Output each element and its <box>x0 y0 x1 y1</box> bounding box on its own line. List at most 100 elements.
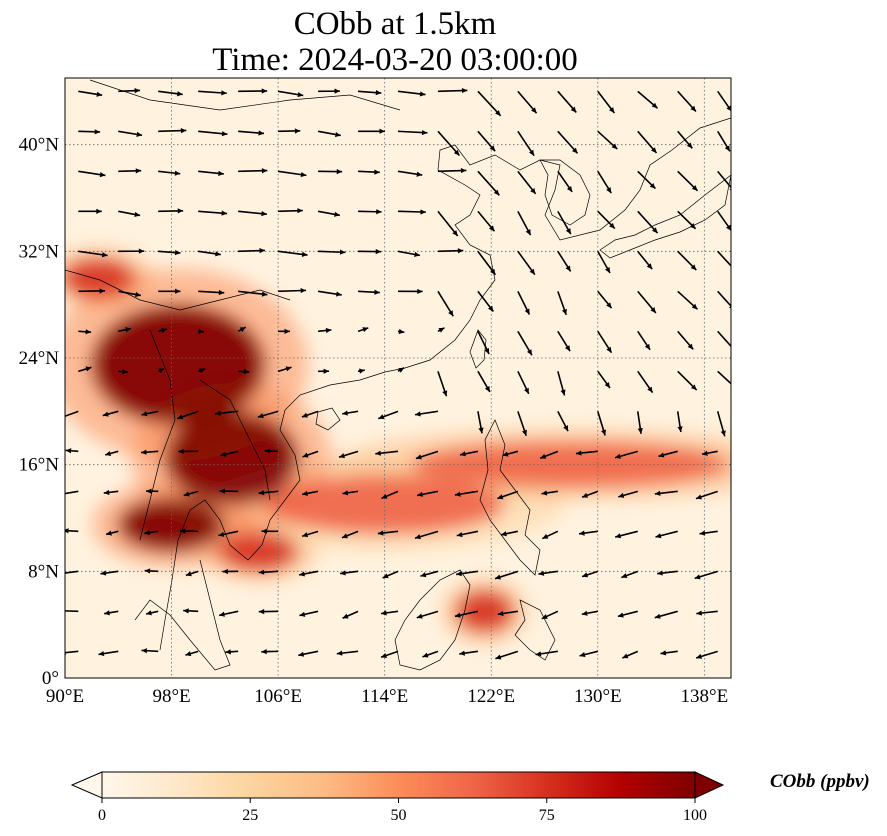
wind-arrow <box>301 530 319 538</box>
wind-arrow <box>179 528 199 534</box>
wind-arrow <box>557 291 568 316</box>
wind-arrow <box>338 450 359 459</box>
lat-tick-label: 16°N <box>19 455 60 476</box>
wind-arrow <box>677 210 697 230</box>
wind-arrow <box>517 90 538 114</box>
wind-arrow <box>375 450 399 456</box>
wind-arrow <box>497 490 519 500</box>
wind-arrow <box>477 370 491 393</box>
wind-arrow <box>699 530 718 536</box>
wind-arrow <box>377 530 399 536</box>
wind-arrow <box>238 210 267 217</box>
wind-arrow <box>517 411 527 437</box>
wind-arrow <box>118 369 128 375</box>
wind-arrow <box>357 368 365 374</box>
wind-arrow <box>258 609 279 615</box>
wind-arrow <box>98 650 119 657</box>
plume-3 <box>118 498 225 552</box>
wind-arrow <box>437 87 468 94</box>
wind-arrow <box>185 650 199 657</box>
wind-arrow <box>538 570 558 576</box>
wind-arrow <box>597 170 612 194</box>
wind-arrow <box>302 490 319 496</box>
wind-arrow <box>575 450 598 456</box>
wind-arrow <box>298 650 319 657</box>
wind-arrow <box>477 290 494 312</box>
lon-tick-label: 106°E <box>254 686 302 707</box>
wind-arrow <box>261 649 279 655</box>
lat-tick-label: 24°N <box>19 348 60 369</box>
wind-arrow <box>414 410 439 417</box>
wind-arrow <box>614 450 638 459</box>
colorbar-label: CObb (ppbv) <box>770 771 870 792</box>
wind-arrow <box>517 290 531 315</box>
lon-tick-label: 90°E <box>46 686 84 707</box>
colorbar-ticks: 0 25 50 75 100 <box>98 798 707 824</box>
wind-arrow <box>146 488 159 494</box>
wind-arrow <box>437 248 464 254</box>
wind-arrow <box>617 610 638 618</box>
wind-arrow <box>264 448 279 454</box>
wind-arrow <box>578 530 598 536</box>
wind-arrow <box>258 569 279 575</box>
wind-arrow <box>597 90 616 114</box>
wind-arrow <box>183 490 199 497</box>
wind-arrow <box>238 290 268 297</box>
wind-arrow <box>677 290 699 310</box>
lon-tick-label: 122°E <box>467 686 515 707</box>
wind-arrow <box>716 130 731 152</box>
wind-arrow <box>422 650 439 658</box>
wind-arrow <box>437 167 467 174</box>
wind-arrow <box>198 250 221 257</box>
coastline-malay <box>134 559 231 671</box>
coastline-taiwan <box>469 329 487 369</box>
wind-arrow <box>615 530 638 539</box>
wind-arrow <box>557 410 569 432</box>
wind-arrow <box>597 330 613 354</box>
wind-arrow <box>581 490 599 499</box>
wind-arrow <box>654 490 678 496</box>
wind-arrow <box>494 570 519 580</box>
lat-tick-label: 40°N <box>19 135 60 156</box>
wind-arrow <box>717 250 731 267</box>
wind-arrow <box>579 650 598 658</box>
wind-arrow <box>278 287 307 294</box>
wind-arrow <box>141 648 159 654</box>
wind-arrow <box>141 449 159 455</box>
wind-arrow <box>660 650 678 656</box>
plume-6 <box>264 475 505 534</box>
colorbar-extend-max <box>694 771 725 799</box>
wind-arrow <box>416 610 439 619</box>
wind-arrow <box>336 650 359 656</box>
wind-arrow <box>278 328 290 334</box>
wind-arrow <box>317 327 332 334</box>
wind-arrow <box>597 370 611 389</box>
plume-2 <box>164 411 299 505</box>
colorbar-tick-label: 25 <box>242 807 258 824</box>
wind-arrow <box>218 610 239 617</box>
wind-arrow <box>454 610 479 618</box>
wind-arrow <box>477 90 502 117</box>
wind-arrow <box>382 570 399 579</box>
wind-arrow <box>197 368 206 374</box>
wind-arrow <box>437 130 461 157</box>
wind-arrow <box>557 371 566 396</box>
wind-arrow <box>380 610 399 616</box>
wind-arrow <box>597 250 611 274</box>
wind-arrow <box>420 570 439 578</box>
coastline-japan <box>599 174 731 259</box>
wind-arrow <box>557 130 579 154</box>
wind-arrow <box>417 490 439 497</box>
wind-arrow <box>477 170 500 196</box>
wind-arrow <box>261 528 279 534</box>
wind-arrow <box>317 210 341 217</box>
wind-arrow <box>517 210 532 236</box>
wind-arrow <box>677 90 697 113</box>
wind-arrow <box>415 450 439 460</box>
country-border-2 <box>139 329 176 541</box>
wind-arrow <box>500 530 519 537</box>
wind-arrow <box>317 130 341 138</box>
wind-arrow <box>118 88 141 94</box>
lon-tick-label: 98°E <box>152 686 190 707</box>
wind-arrow <box>655 530 678 539</box>
